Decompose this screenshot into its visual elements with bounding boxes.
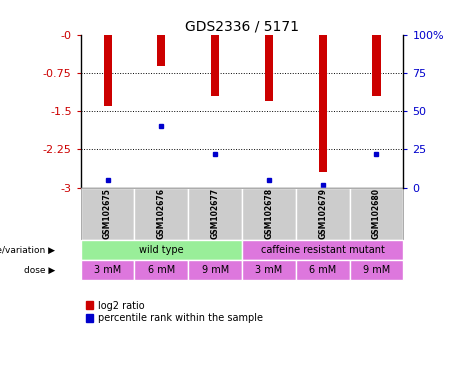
Bar [135,187,188,240]
Text: 6 mM: 6 mM [148,265,175,275]
Text: 3 mM: 3 mM [94,265,121,275]
Text: genotype/variation ▶: genotype/variation ▶ [0,246,55,255]
Bar [135,260,188,280]
Bar [296,260,349,280]
Text: 6 mM: 6 mM [309,265,337,275]
Text: GSM102676: GSM102676 [157,189,166,239]
Text: GSM102677: GSM102677 [211,188,219,239]
Text: 9 mM: 9 mM [363,265,390,275]
Bar [81,187,135,240]
Bar [349,187,403,240]
Bar [211,35,219,96]
Text: caffeine resistant mutant: caffeine resistant mutant [261,245,384,255]
Bar [349,260,403,280]
Bar [104,35,112,106]
Text: 9 mM: 9 mM [201,265,229,275]
Bar [188,187,242,240]
Bar [242,260,296,280]
Bar [188,260,242,280]
Text: GSM102678: GSM102678 [265,188,273,239]
Bar [296,187,349,240]
Bar [242,187,296,240]
Text: GSM102680: GSM102680 [372,189,381,239]
Bar [157,35,165,66]
Text: GSM102679: GSM102679 [318,189,327,239]
Text: dose ▶: dose ▶ [24,266,55,275]
Title: GDS2336 / 5171: GDS2336 / 5171 [185,20,299,33]
Bar [265,35,273,101]
Bar [81,260,135,280]
Text: 3 mM: 3 mM [255,265,283,275]
Bar [319,35,327,172]
Text: GSM102675: GSM102675 [103,189,112,239]
Text: wild type: wild type [139,245,183,255]
Bar [81,240,242,260]
Legend: log2 ratio, percentile rank within the sample: log2 ratio, percentile rank within the s… [86,301,263,323]
Bar [372,35,380,96]
Bar [242,240,403,260]
